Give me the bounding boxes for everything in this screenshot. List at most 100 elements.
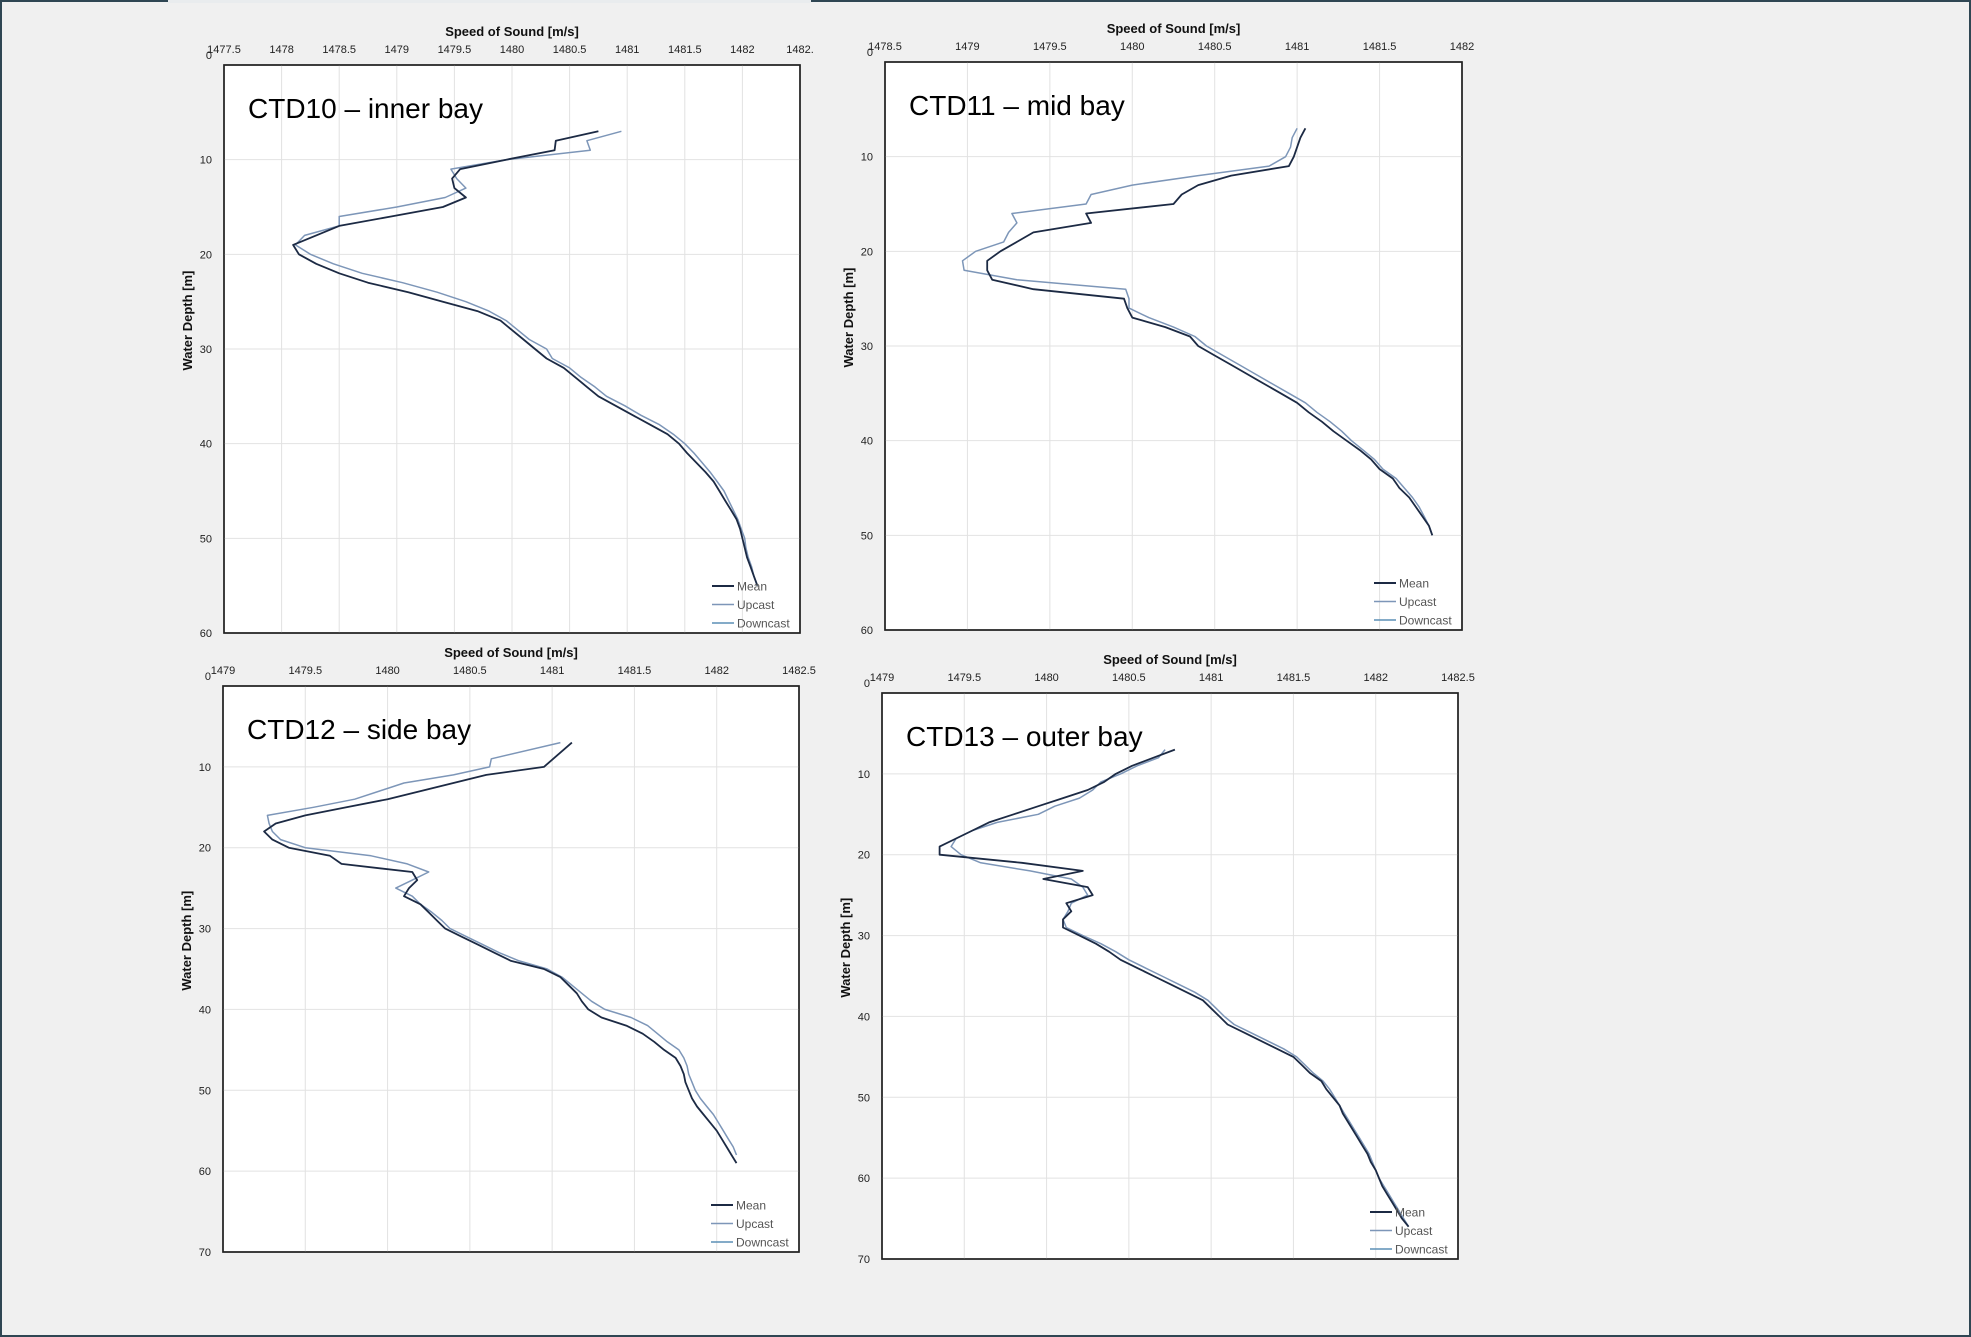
y-tick-label: 70 — [858, 1254, 870, 1266]
y-tick-label: 30 — [858, 931, 870, 943]
legend-label-upcast: Upcast — [1399, 595, 1437, 609]
y-tick-label: 60 — [200, 628, 212, 640]
y-tick-label: 30 — [200, 344, 212, 356]
y-axis-title: Water Depth [m] — [841, 268, 856, 368]
series-line-mean — [938, 748, 1410, 1228]
y-tick-label: 0 — [206, 50, 212, 62]
x-tick-label: 1480 — [375, 665, 399, 677]
series-line-mean — [986, 127, 1434, 536]
x-tick-label: 1480 — [1034, 672, 1058, 684]
x-tick-label: 1479.5 — [947, 672, 981, 684]
x-axis-title: Speed of Sound [m/s] — [445, 24, 579, 39]
x-tick-label: 1482 — [704, 665, 728, 677]
panel-title: CTD12 – side bay — [247, 714, 471, 745]
x-tick-label: 1479 — [955, 41, 979, 53]
x-tick-label: 1481 — [1285, 41, 1309, 53]
legend-label-mean: Mean — [1399, 577, 1429, 591]
legend-label-downcast: Downcast — [737, 617, 790, 631]
y-axis-title: Water Depth [m] — [838, 898, 853, 998]
x-tick-label: 1480.5 — [1112, 672, 1146, 684]
plot-border — [881, 692, 1459, 1260]
legend-label-downcast: Downcast — [1399, 614, 1452, 628]
x-tick-label: 1481.5 — [1277, 672, 1311, 684]
series-line-upcast — [961, 127, 1434, 536]
x-tick-label: 1482 — [1363, 672, 1387, 684]
x-tick-label: 1481 — [1199, 672, 1223, 684]
x-tick-label: 1479.5 — [288, 665, 322, 677]
series-line-mean — [292, 130, 759, 587]
y-tick-label: 0 — [867, 47, 873, 59]
x-tick-label: 1478.5 — [322, 44, 356, 56]
panel-title: CTD11 – mid bay — [909, 90, 1125, 121]
y-tick-label: 50 — [199, 1085, 211, 1097]
legend-label-mean: Mean — [736, 1199, 766, 1213]
y-tick-label: 50 — [200, 533, 212, 545]
legend-label-downcast: Downcast — [736, 1236, 789, 1250]
x-axis-title: Speed of Sound [m/s] — [1103, 652, 1237, 667]
y-tick-label: 10 — [199, 762, 211, 774]
x-axis-title: Speed of Sound [m/s] — [1107, 21, 1241, 36]
legend-label-upcast: Upcast — [1395, 1224, 1433, 1238]
x-tick-label: 1482. — [786, 44, 814, 56]
x-tick-label: 1480.5 — [453, 665, 487, 677]
y-tick-label: 40 — [199, 1004, 211, 1016]
x-tick-label: 1481.5 — [668, 44, 702, 56]
plot-border — [884, 61, 1463, 631]
plot-border — [222, 685, 800, 1253]
x-axis-title: Speed of Sound [m/s] — [444, 645, 578, 660]
y-tick-label: 10 — [858, 769, 870, 781]
y-tick-label: 60 — [858, 1173, 870, 1185]
y-tick-label: 0 — [205, 671, 211, 683]
x-tick-label: 1477.5 — [207, 44, 241, 56]
plot-area — [222, 685, 800, 1253]
panel-title: CTD13 – outer bay — [906, 721, 1143, 752]
y-tick-label: 0 — [864, 678, 870, 690]
legend-label-downcast: Downcast — [1395, 1243, 1448, 1257]
y-tick-label: 30 — [861, 341, 873, 353]
x-tick-label: 1479 — [385, 44, 409, 56]
x-tick-label: 1481.5 — [618, 665, 652, 677]
x-tick-label: 1481 — [615, 44, 639, 56]
y-tick-label: 40 — [858, 1011, 870, 1023]
panel-title: CTD10 – inner bay — [248, 93, 483, 124]
y-tick-label: 20 — [861, 246, 873, 258]
y-tick-label: 10 — [861, 152, 873, 164]
legend-label-upcast: Upcast — [737, 598, 775, 612]
x-tick-label: 1478 — [269, 44, 293, 56]
x-tick-label: 1479 — [211, 665, 235, 677]
x-tick-label: 1482.5 — [782, 665, 816, 677]
x-tick-label: 1481 — [540, 665, 564, 677]
y-tick-label: 10 — [200, 155, 212, 167]
y-tick-label: 30 — [199, 924, 211, 936]
x-tick-label: 1482 — [730, 44, 754, 56]
x-tick-label: 1480.5 — [1198, 41, 1232, 53]
legend-label-upcast: Upcast — [736, 1217, 774, 1231]
x-tick-label: 1478.5 — [868, 41, 902, 53]
y-tick-label: 20 — [199, 843, 211, 855]
x-tick-label: 1480.5 — [553, 44, 587, 56]
x-tick-label: 1479.5 — [1033, 41, 1067, 53]
y-tick-label: 40 — [200, 439, 212, 451]
y-tick-label: 60 — [861, 625, 873, 637]
x-tick-label: 1480 — [1120, 41, 1144, 53]
x-tick-label: 1479.5 — [438, 44, 472, 56]
x-tick-label: 1482 — [1450, 41, 1474, 53]
plot-area — [881, 692, 1459, 1260]
y-axis-title: Water Depth [m] — [179, 891, 194, 991]
series-line-upcast — [266, 741, 738, 1156]
y-tick-label: 20 — [200, 249, 212, 261]
series-line-upcast — [294, 130, 759, 586]
x-tick-label: 1479 — [870, 672, 894, 684]
y-tick-label: 50 — [858, 1092, 870, 1104]
y-tick-label: 20 — [858, 850, 870, 862]
frame-top-highlight — [168, 0, 811, 3]
y-tick-label: 60 — [199, 1166, 211, 1178]
y-tick-label: 40 — [861, 436, 873, 448]
y-tick-label: 50 — [861, 530, 873, 542]
series-line-mean — [263, 741, 738, 1164]
